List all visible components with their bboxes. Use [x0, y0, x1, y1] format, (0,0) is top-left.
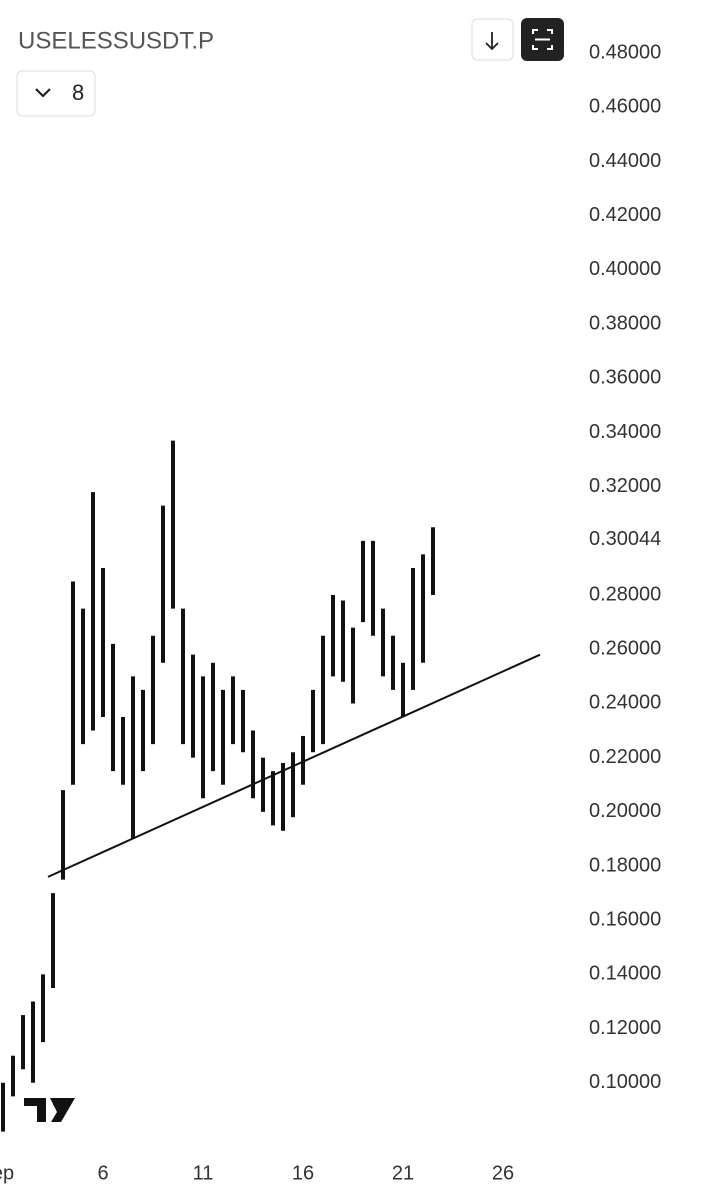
y-tick-label: 0.46000: [589, 96, 661, 118]
y-tick-label: 0.14000: [589, 963, 661, 985]
y-tick-label: 0.36000: [589, 367, 661, 389]
y-tick-label: 0.44000: [589, 150, 661, 172]
y-tick-label: 0.34000: [589, 421, 661, 443]
x-tick-label: 21: [392, 1162, 414, 1184]
y-tick-label: 0.16000: [589, 908, 661, 930]
x-tick-label: 26: [492, 1162, 514, 1184]
tv-logo-dot: [53, 1098, 63, 1108]
y-tick-label: 0.40000: [589, 258, 661, 280]
y-tick-label: 0.22000: [589, 746, 661, 768]
current-price-label: 0.30044: [589, 528, 661, 550]
y-tick-label: 0.48000: [589, 41, 661, 63]
y-tick-label: 0.10000: [589, 1071, 661, 1093]
tv-logo: [24, 1098, 75, 1122]
y-tick-label: 0.24000: [589, 692, 661, 714]
y-tick-label: 0.38000: [589, 312, 661, 334]
y-tick-label: 0.32000: [589, 475, 661, 497]
interval-value: 8: [72, 80, 84, 105]
y-tick-label: 0.12000: [589, 1017, 661, 1039]
y-tick-label: 0.26000: [589, 638, 661, 660]
x-tick-label: 6: [97, 1162, 108, 1184]
chevron-icon: [35, 88, 51, 98]
trendline: [47, 653, 541, 878]
arrow-icon: [485, 32, 499, 51]
symbol: USELESSUSDT.P: [18, 27, 214, 54]
y-tick-label: 0.20000: [589, 800, 661, 822]
fullscreen-icon: [532, 29, 553, 50]
y-tick-label: 0.28000: [589, 583, 661, 605]
x-tick-label: 11: [193, 1162, 214, 1184]
y-tick-label: 0.18000: [589, 854, 661, 876]
x-tick-label: 16: [292, 1162, 314, 1184]
y-tick-label: 0.42000: [589, 204, 661, 226]
x-tick-label: ep: [0, 1162, 14, 1184]
interval-button[interactable]: [16, 70, 96, 117]
